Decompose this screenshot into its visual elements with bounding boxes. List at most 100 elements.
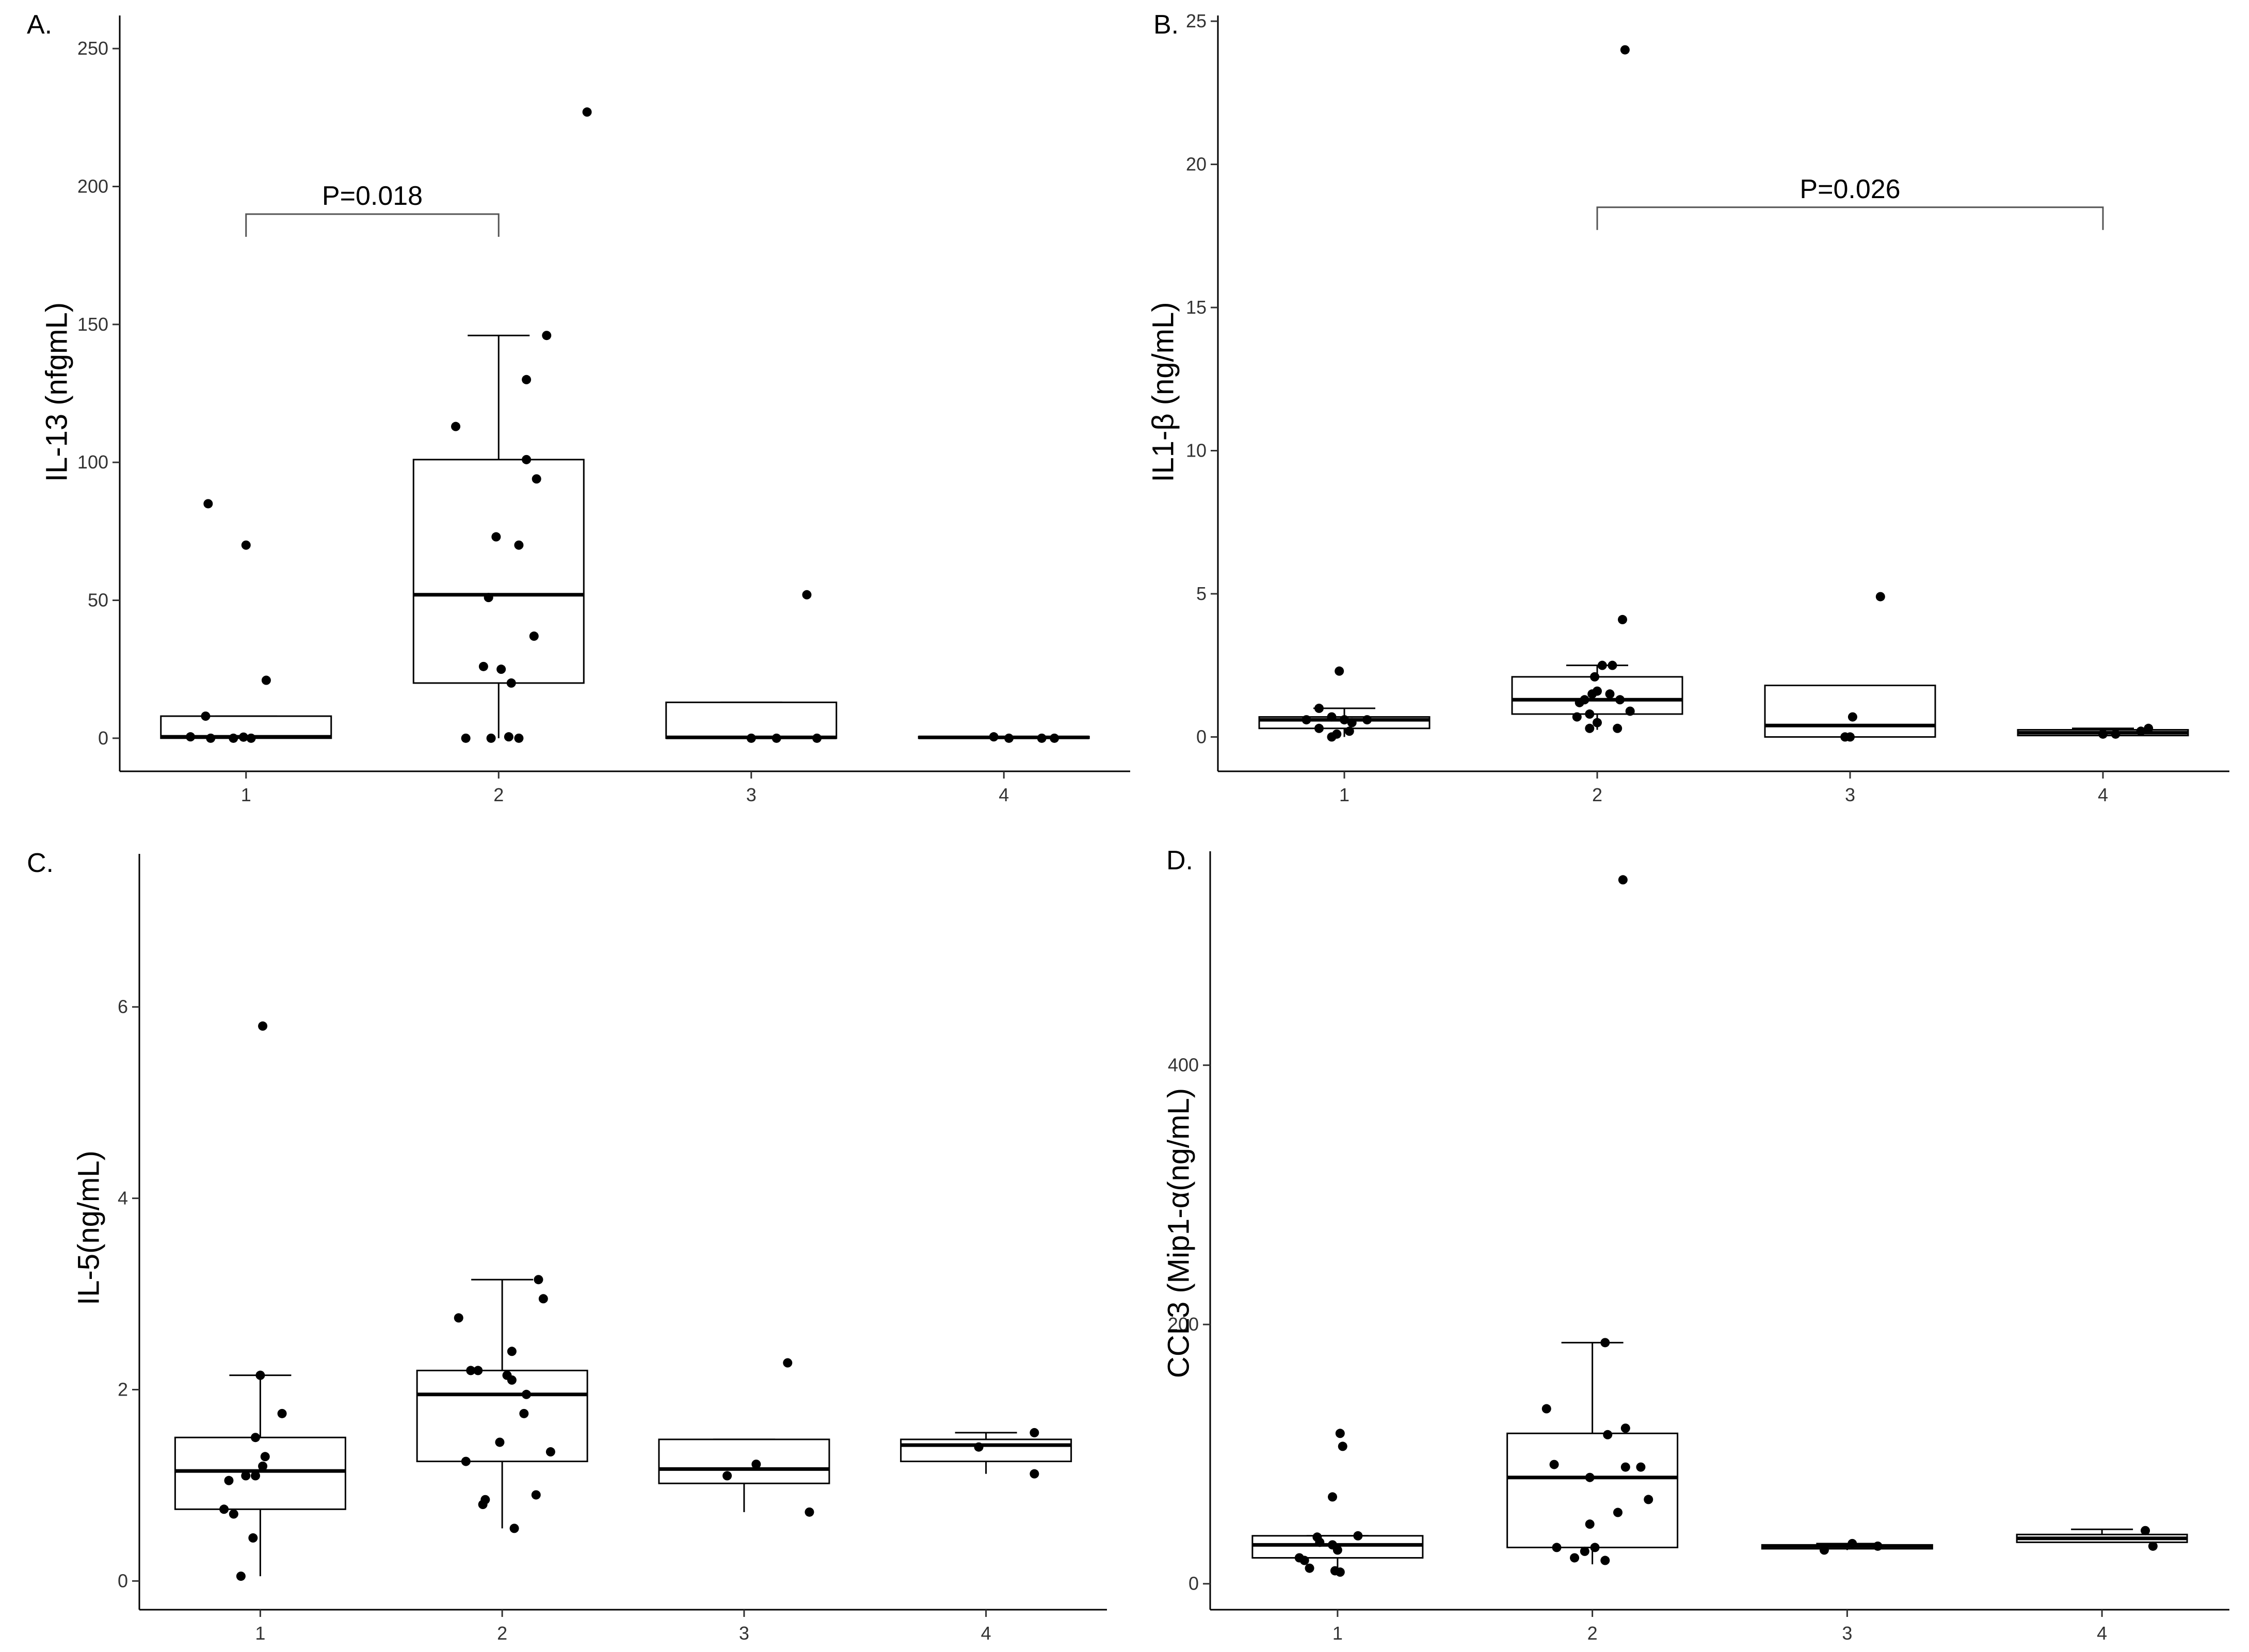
data-point [486, 733, 496, 743]
x-tick-label: 1 [1332, 1623, 1343, 1644]
data-point [1572, 712, 1582, 722]
data-point [1590, 1543, 1600, 1552]
data-point [1338, 1442, 1347, 1451]
box-iqr [1764, 685, 1936, 738]
y-axis-title: IL1-β (ng/mL) [1147, 302, 1180, 482]
data-point [531, 1490, 541, 1500]
data-point [538, 1294, 548, 1304]
data-point [989, 732, 999, 742]
data-point [1327, 732, 1337, 742]
data-point [261, 675, 271, 685]
y-tick-label: 200 [77, 175, 108, 197]
data-point [751, 1460, 761, 1469]
x-tick-label: 2 [1592, 784, 1602, 805]
data-point [1552, 1543, 1562, 1552]
data-point [1845, 732, 1855, 742]
data-point [506, 678, 516, 688]
data-point [1314, 723, 1324, 733]
data-point [238, 732, 248, 742]
data-point [1362, 715, 1372, 725]
data-point [1600, 1338, 1610, 1348]
data-point [186, 732, 196, 742]
data-point [802, 590, 812, 600]
data-point [1541, 1404, 1551, 1414]
significance-bracket [245, 213, 500, 237]
data-point [1580, 1546, 1589, 1556]
data-point [1585, 723, 1595, 733]
data-point [277, 1408, 287, 1418]
data-point [1875, 592, 1885, 602]
x-tick-label: 2 [1587, 1623, 1598, 1644]
data-point [514, 733, 524, 743]
data-point [1618, 614, 1627, 624]
data-point [812, 733, 822, 743]
data-point [1848, 712, 1857, 722]
data-point [251, 1471, 260, 1481]
significance-bracket [1596, 206, 2104, 230]
data-point [1603, 1430, 1613, 1439]
p-value-label: P=0.018 [322, 181, 423, 211]
data-point [454, 1313, 463, 1323]
y-tick-label: 400 [1168, 1055, 1199, 1076]
data-point [1314, 703, 1324, 713]
data-point [258, 1021, 268, 1031]
data-point [1030, 1428, 1039, 1437]
data-point [1848, 1538, 1857, 1548]
data-point [1030, 1469, 1039, 1479]
data-point [1613, 723, 1623, 733]
y-tick-label: 25 [1186, 10, 1207, 31]
data-point [1585, 709, 1595, 719]
data-point [201, 711, 211, 721]
data-point [478, 1500, 488, 1510]
data-point [1575, 698, 1584, 707]
data-point [1570, 1553, 1580, 1563]
panel-label: B. [1153, 10, 1179, 40]
y-tick-label: 6 [118, 996, 128, 1017]
data-point [258, 1461, 268, 1471]
data-point [1590, 672, 1600, 682]
data-point [1335, 1567, 1345, 1577]
data-point [260, 1452, 270, 1462]
data-point [255, 1370, 265, 1380]
data-point [1608, 660, 1617, 670]
data-point [532, 474, 541, 484]
data-point [473, 1366, 483, 1375]
y-tick-label: 0 [118, 1570, 128, 1591]
x-tick-label: 4 [999, 784, 1009, 805]
data-point [1340, 715, 1349, 725]
data-point [1353, 1531, 1363, 1541]
data-point [484, 593, 493, 603]
y-tick-label: 100 [77, 451, 108, 473]
data-point [241, 540, 251, 550]
data-point [1587, 689, 1597, 699]
x-tick-label: 4 [2097, 1623, 2107, 1644]
data-point [1593, 718, 1602, 727]
data-point [542, 331, 552, 341]
data-point [461, 1456, 471, 1466]
data-point [507, 1375, 517, 1385]
y-axis-title: IL-5(ng/mL) [72, 1151, 106, 1305]
y-tick-label: 10 [1186, 440, 1207, 461]
x-tick-label: 1 [1339, 784, 1350, 805]
data-point [1873, 1541, 1883, 1551]
y-tick-label: 5 [1196, 583, 1207, 604]
data-point [509, 1524, 519, 1533]
x-tick-label: 3 [1842, 1623, 1852, 1644]
data-point [1335, 1429, 1345, 1438]
data-point [783, 1358, 793, 1368]
data-point [1050, 733, 1059, 743]
data-point [496, 665, 506, 674]
data-point [461, 733, 471, 743]
data-point [246, 733, 256, 743]
x-tick-label: 4 [2098, 784, 2108, 805]
box-iqr [900, 1438, 1072, 1463]
data-point [1585, 1519, 1595, 1529]
data-point [1037, 733, 1047, 743]
x-tick-label: 2 [493, 784, 504, 805]
data-point [478, 661, 488, 671]
y-tick-label: 250 [77, 38, 108, 59]
data-point [522, 375, 532, 384]
x-tick-label: 1 [255, 1623, 265, 1644]
data-point [1613, 1508, 1623, 1517]
